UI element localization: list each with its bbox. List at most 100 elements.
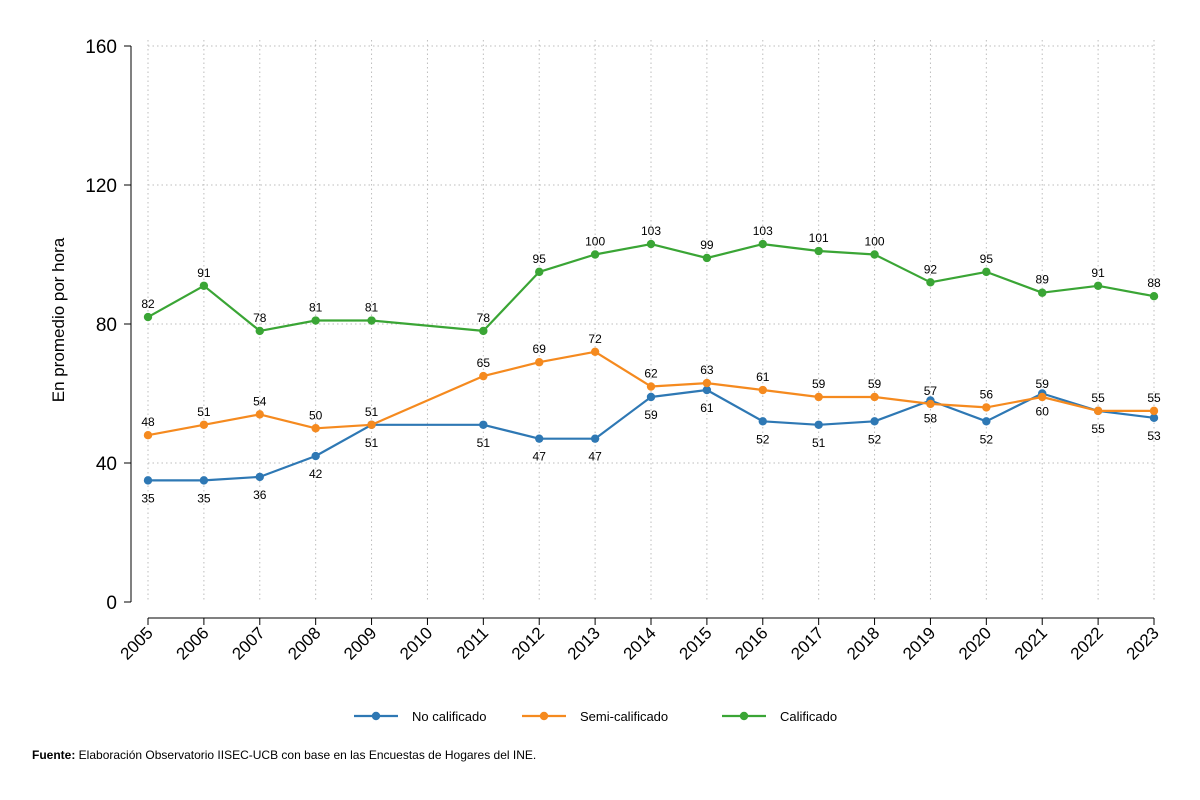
x-tick-label: 2007 <box>228 623 268 663</box>
series-line-calificado <box>147 243 1155 332</box>
data-label: 59 <box>1036 377 1050 391</box>
data-point <box>143 312 153 322</box>
data-label: 60 <box>1036 405 1050 419</box>
data-point <box>143 476 153 485</box>
data-label: 100 <box>585 235 605 249</box>
data-label: 63 <box>700 363 714 377</box>
y-tick-label: 40 <box>96 454 117 475</box>
y-tick-label: 120 <box>85 176 117 197</box>
data-point <box>1038 392 1047 402</box>
legend-swatch-marker <box>739 711 749 721</box>
data-label: 52 <box>868 432 882 446</box>
data-label: 51 <box>197 405 211 419</box>
y-tick-label: 0 <box>106 593 117 614</box>
data-label: 100 <box>865 235 885 249</box>
data-point <box>199 420 209 429</box>
data-point <box>1093 406 1103 416</box>
data-point <box>1093 281 1103 290</box>
data-label: 54 <box>253 394 267 408</box>
data-label: 61 <box>756 370 770 384</box>
series-line-no-calificado <box>148 388 1155 482</box>
data-label: 81 <box>365 301 379 315</box>
data-label: 82 <box>141 297 155 311</box>
data-point <box>1149 292 1159 301</box>
data-label: 72 <box>588 332 602 346</box>
data-point <box>646 239 656 249</box>
legend-item: Calificado <box>722 709 837 724</box>
data-point <box>646 382 656 391</box>
legend-swatch-marker <box>371 711 381 721</box>
data-label: 47 <box>533 450 547 464</box>
x-tick-label: 2023 <box>1123 623 1163 663</box>
data-point <box>982 267 991 277</box>
x-tick-label: 2014 <box>620 623 660 663</box>
data-label: 52 <box>756 432 770 446</box>
data-point <box>535 267 544 277</box>
data-label: 91 <box>197 266 211 280</box>
data-point <box>814 246 823 256</box>
data-label: 78 <box>477 311 491 325</box>
data-label: 89 <box>1036 273 1050 287</box>
legend-label: Calificado <box>780 709 837 724</box>
data-point <box>367 420 376 429</box>
data-point <box>590 434 600 443</box>
data-label: 36 <box>253 488 267 502</box>
legend-label: Semi-calificado <box>580 709 668 724</box>
data-point <box>702 253 712 263</box>
data-label: 95 <box>533 252 547 266</box>
data-point <box>590 250 600 259</box>
x-tick-label: 2010 <box>396 623 436 663</box>
data-label: 47 <box>588 450 602 464</box>
data-label: 48 <box>141 415 155 429</box>
x-tick-label: 2015 <box>676 623 716 663</box>
grid-lines <box>147 40 1155 602</box>
data-label: 55 <box>1091 391 1105 405</box>
x-tick-label: 2009 <box>340 623 380 663</box>
data-point <box>982 403 991 412</box>
data-point <box>870 250 879 259</box>
data-point <box>255 410 264 419</box>
data-label: 81 <box>309 301 323 315</box>
data-label: 51 <box>365 405 379 419</box>
data-point <box>535 434 544 443</box>
data-label: 103 <box>641 224 661 238</box>
data-point <box>255 326 264 336</box>
legend-item: No calificado <box>354 709 486 724</box>
x-tick-label: 2022 <box>1067 623 1107 663</box>
data-point <box>758 239 767 249</box>
data-label: 50 <box>309 408 323 422</box>
data-point <box>535 358 544 367</box>
legend-swatch-marker <box>539 711 549 721</box>
series-line-semi-calificado <box>147 350 1154 437</box>
data-label: 91 <box>1091 266 1105 280</box>
data-label: 59 <box>812 377 826 391</box>
data-point <box>479 420 488 429</box>
x-tick-label: 2013 <box>564 623 604 663</box>
data-label: 35 <box>141 491 155 505</box>
x-tick-label: 2012 <box>508 623 548 663</box>
line-chart: 0 40 80 120 160 2005 2006 2007 2008 2009 2010 2011 2… <box>49 37 1163 724</box>
data-label: 55 <box>1147 391 1161 405</box>
data-labels: 35 35 36 42 51 51 47 47 59 61 52 51 52 58 52 60 55 53 48 51… <box>141 224 1161 505</box>
y-axis-label: En promedio por hora <box>49 237 68 402</box>
data-point <box>758 385 767 395</box>
source-label: Fuente: <box>32 748 76 762</box>
data-label: 61 <box>700 401 714 415</box>
data-label: 56 <box>980 387 994 401</box>
data-label: 42 <box>309 467 323 481</box>
x-tick-label: 2008 <box>284 623 324 663</box>
data-point <box>646 392 656 402</box>
data-label: 58 <box>924 411 938 425</box>
data-label: 69 <box>533 342 547 356</box>
x-tick-label: 2017 <box>787 623 827 663</box>
data-label: 62 <box>644 367 658 381</box>
data-label: 53 <box>1147 429 1161 443</box>
x-tick-label: 2005 <box>117 623 157 663</box>
x-tick-label: 2011 <box>453 623 492 662</box>
data-point <box>870 417 879 426</box>
x-tick-label: 2021 <box>1011 623 1051 663</box>
data-point <box>590 347 600 356</box>
data-label: 95 <box>980 252 994 266</box>
data-point <box>367 316 376 325</box>
data-label: 59 <box>868 377 882 391</box>
